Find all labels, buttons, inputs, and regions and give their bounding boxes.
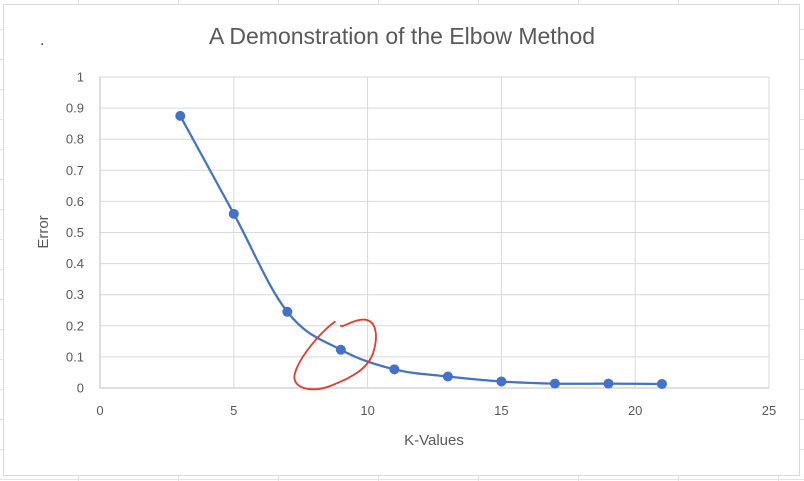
data-point: [228, 208, 239, 219]
data-points: [175, 110, 667, 389]
y-tick-label: 1: [77, 70, 84, 85]
x-tick-label: 10: [360, 403, 374, 418]
x-tick-label: 0: [96, 403, 103, 418]
data-point: [282, 306, 293, 317]
y-tick-label: 0.2: [66, 318, 84, 333]
y-tick-labels: 0 0.1 0.2 0.3 0.4 0.5 0.6 0.7 0.8 0.9 1: [66, 70, 84, 396]
y-tick-label: 0.3: [66, 287, 84, 302]
y-tick-label: 0.5: [66, 225, 84, 240]
data-point: [656, 378, 667, 389]
data-point: [175, 110, 186, 121]
x-axis-label: K-Values: [404, 432, 464, 449]
data-point: [496, 376, 507, 387]
data-point: [603, 378, 614, 389]
series-line: [179, 115, 662, 386]
data-point: [389, 364, 400, 375]
y-tick-label: 0.8: [66, 132, 84, 147]
stray-dot-mark: .: [40, 32, 44, 49]
y-tick-label: 0.7: [66, 163, 84, 178]
y-tick-label: 0: [77, 381, 84, 396]
data-point: [549, 378, 560, 389]
data-point: [335, 344, 346, 355]
data-point: [442, 371, 453, 382]
x-tick-label: 15: [494, 403, 508, 418]
y-tick-label: 0.4: [66, 256, 84, 271]
x-tick-label: 25: [762, 403, 776, 418]
x-tick-label: 5: [230, 403, 237, 418]
y-tick-label: 0.6: [66, 194, 84, 209]
x-tick-labels: 0 5 10 15 20 25: [96, 403, 776, 418]
chart-title: A Demonstration of the Elbow Method: [209, 23, 595, 49]
y-tick-label: 0.9: [66, 101, 84, 116]
gridlines: [99, 76, 770, 389]
y-tick-label: 0.1: [66, 349, 84, 364]
elbow-annotation-circle: [293, 318, 377, 391]
y-axis-label: Error: [35, 215, 52, 248]
chart-area[interactable]: [3, 4, 800, 476]
x-tick-label: 20: [628, 403, 642, 418]
